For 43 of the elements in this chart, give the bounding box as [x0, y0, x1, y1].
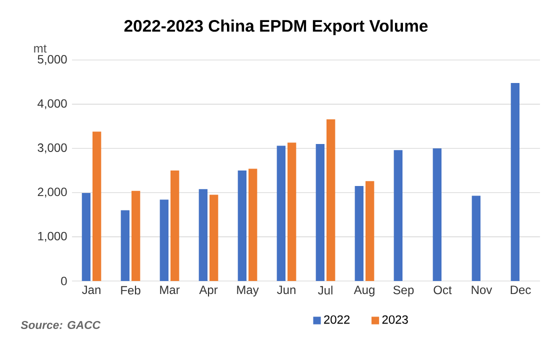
- bar: [472, 196, 480, 281]
- bar: [394, 150, 403, 281]
- bar: [276, 146, 286, 281]
- bar: [210, 194, 218, 281]
- bar: [366, 181, 374, 281]
- bar: [238, 170, 246, 281]
- bar: [432, 148, 442, 281]
- y-tick-label: 5,000: [38, 55, 67, 65]
- bar: [92, 132, 102, 281]
- chart-title: 2022-2023 China EPDM Export Volume: [124, 20, 428, 36]
- bar: [132, 190, 140, 281]
- x-tick-label: Feb: [121, 286, 140, 295]
- x-tick-label: Apr: [199, 286, 218, 296]
- x-tick-label: Aug: [354, 286, 374, 296]
- bar: [510, 82, 520, 281]
- bar: [82, 193, 90, 281]
- y-tick-label: 4,000: [38, 99, 67, 110]
- x-tick-label: Oct: [434, 286, 452, 294]
- bar: [354, 186, 364, 281]
- bar: [120, 210, 130, 281]
- legend-label: 2022: [324, 315, 350, 324]
- x-tick-label: Nov: [472, 286, 492, 294]
- bar: [316, 144, 325, 281]
- x-tick-label: Jun: [277, 286, 296, 294]
- y-tick-label: 0: [61, 276, 67, 286]
- bar: [170, 170, 180, 281]
- x-tick-label: Jul: [318, 286, 332, 295]
- y-axis-title: mt: [34, 44, 47, 53]
- x-tick-label: Jan: [82, 286, 100, 294]
- bar: [160, 200, 168, 281]
- x-tick-label: Sep: [393, 286, 414, 297]
- bar: [198, 189, 208, 281]
- bar: [288, 142, 296, 281]
- source-note: Source: GACC: [20, 320, 101, 330]
- x-tick-label: Dec: [510, 286, 531, 294]
- x-tick-label: May: [237, 286, 259, 296]
- bar: [248, 168, 258, 281]
- y-tick-label: 3,000: [38, 143, 67, 154]
- y-tick-label: 2,000: [38, 188, 67, 198]
- legend-label: 2023: [382, 315, 408, 324]
- bar: [326, 119, 336, 281]
- x-tick-label: Mar: [160, 286, 180, 294]
- y-tick-label: 1,000: [38, 232, 67, 242]
